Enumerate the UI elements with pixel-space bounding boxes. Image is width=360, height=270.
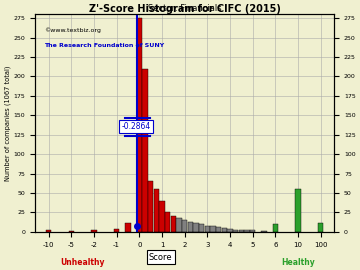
Bar [91, 230, 97, 232]
Bar [239, 230, 244, 232]
Bar [261, 231, 267, 232]
Bar [182, 220, 187, 232]
Bar [273, 224, 278, 232]
Bar [188, 222, 193, 232]
Bar [176, 218, 182, 232]
Title: Z'-Score Histogram for CIFC (2015): Z'-Score Histogram for CIFC (2015) [89, 4, 280, 14]
Bar [216, 227, 221, 232]
Text: Sector: Financials: Sector: Financials [148, 4, 221, 13]
Bar [69, 231, 74, 232]
Bar [165, 212, 170, 232]
Bar [193, 222, 199, 232]
Bar [227, 229, 233, 232]
Bar [204, 226, 210, 232]
Text: The Research Foundation of SUNY: The Research Foundation of SUNY [44, 42, 164, 48]
Bar [199, 224, 204, 232]
Bar [136, 18, 142, 232]
Bar [148, 181, 153, 232]
Text: Score: Score [149, 252, 172, 262]
Y-axis label: Number of companies (1067 total): Number of companies (1067 total) [4, 65, 11, 181]
Text: Unhealthy: Unhealthy [60, 258, 105, 267]
Bar [114, 229, 120, 232]
Bar [318, 222, 323, 232]
Bar [295, 189, 301, 232]
Bar [154, 189, 159, 232]
Text: Healthy: Healthy [281, 258, 315, 267]
Bar [159, 201, 165, 232]
Bar [125, 222, 131, 232]
Bar [233, 230, 238, 232]
Bar [210, 227, 216, 232]
Text: -0.2864: -0.2864 [121, 122, 150, 131]
Bar [244, 230, 250, 232]
Bar [46, 230, 51, 232]
Bar [222, 228, 227, 232]
Text: ©www.textbiz.org: ©www.textbiz.org [44, 27, 101, 33]
Bar [142, 69, 148, 232]
Bar [171, 216, 176, 232]
Bar [250, 230, 255, 232]
